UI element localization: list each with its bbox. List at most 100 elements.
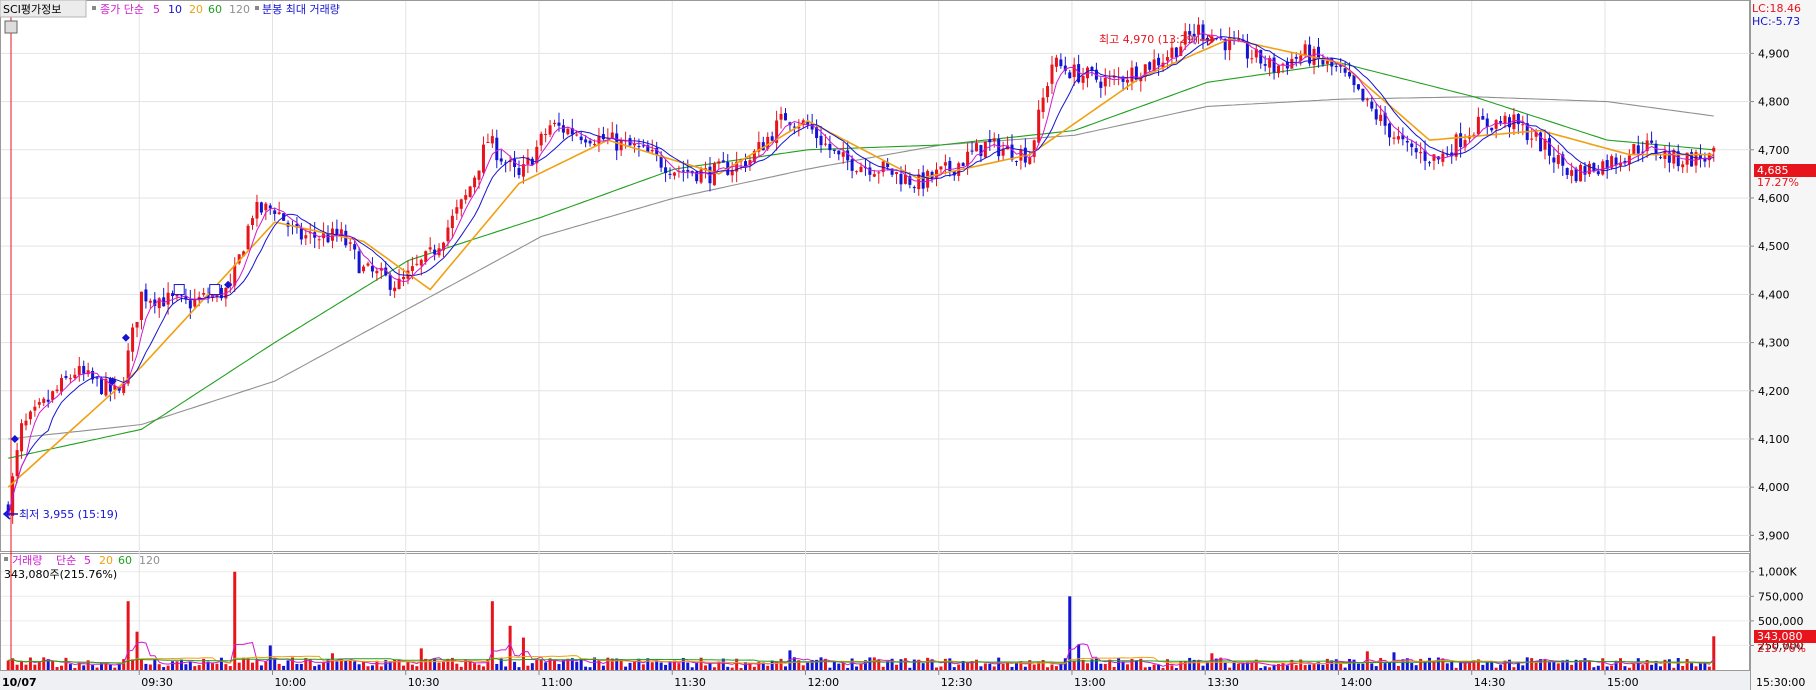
volume-bar xyxy=(317,664,321,670)
candle-body xyxy=(646,145,650,153)
volume-bar xyxy=(1485,661,1489,670)
legend-close-label[interactable]: 종가 단순 xyxy=(100,3,144,16)
candle-body xyxy=(970,150,974,152)
volume-bar xyxy=(1205,661,1209,670)
volume-bar xyxy=(1330,660,1334,670)
volume-bar xyxy=(1352,659,1356,670)
volume-bar xyxy=(339,658,343,670)
volume-ma-5[interactable]: 5 xyxy=(84,554,91,567)
volume-bar xyxy=(1188,657,1192,670)
volume-bar xyxy=(446,658,450,670)
legend-ma-60[interactable]: 60 xyxy=(208,3,222,16)
grid-tool-icon[interactable] xyxy=(4,20,18,34)
volume-badge-value: 343,080 xyxy=(1757,630,1803,643)
volume-bar xyxy=(1556,663,1560,670)
candle-body xyxy=(1281,63,1285,65)
candle-body xyxy=(1463,140,1467,148)
volume-ma-120[interactable]: 120 xyxy=(139,554,160,567)
stock-name[interactable]: SCI평가정보 xyxy=(3,3,61,16)
candle-body xyxy=(1165,57,1169,61)
candle-body xyxy=(162,297,166,307)
volume-bar xyxy=(1605,666,1609,670)
volume-legend-label[interactable]: 거래량 xyxy=(12,554,42,567)
candle-body xyxy=(748,160,752,166)
volume-bar xyxy=(490,601,494,670)
candle-body xyxy=(1401,134,1405,140)
candle-body xyxy=(939,166,943,170)
legend-bullet-icon xyxy=(92,6,96,10)
candle-body xyxy=(641,145,645,147)
volume-bar xyxy=(1272,664,1276,670)
candle-body xyxy=(504,162,508,164)
candle-body xyxy=(335,228,339,236)
candle-body xyxy=(202,292,206,295)
volume-bar xyxy=(1210,653,1214,670)
volume-ma20-polyline xyxy=(8,655,1714,665)
volume-bar xyxy=(650,662,654,670)
volume-bar xyxy=(353,661,357,670)
candle-body xyxy=(1614,157,1618,166)
candle-body xyxy=(259,202,263,213)
legend-max-volume[interactable]: 분봉 최대 거래량 xyxy=(262,3,340,16)
volume-bar xyxy=(655,660,659,670)
candle-body xyxy=(64,376,68,378)
candle-body xyxy=(1712,147,1716,152)
volume-bar xyxy=(286,660,290,670)
candle-body xyxy=(486,142,490,144)
volume-bar xyxy=(224,664,228,670)
high-label: 최고 4,970 (13:29) xyxy=(1099,33,1198,46)
legend-ma-120[interactable]: 120 xyxy=(229,3,250,16)
candle-body xyxy=(104,378,108,396)
volume-bar xyxy=(988,663,992,670)
time-axis[interactable]: 09:30 10:00 10:30 11:00 11:30 12:00 12:30 13:00… xyxy=(138,670,1639,689)
volume-bar xyxy=(1685,658,1689,670)
volume-bar xyxy=(1410,663,1414,670)
price-tick-label: 4,300 xyxy=(1758,337,1790,350)
candle-body xyxy=(233,265,237,286)
candle-body xyxy=(304,235,308,239)
candle-body xyxy=(1356,84,1360,90)
legend-ma-5[interactable]: 5 xyxy=(153,3,160,16)
candle-body xyxy=(410,266,414,271)
candle-body xyxy=(1143,64,1147,77)
low-annotation: 최저 3,955 (15:19) xyxy=(2,508,118,521)
volume-ma-20[interactable]: 20 xyxy=(99,554,113,567)
volume-bar xyxy=(1023,666,1027,670)
candle-body xyxy=(1703,157,1707,162)
time-tick-label: 13:30 xyxy=(1207,676,1239,689)
volume-ma-60[interactable]: 60 xyxy=(118,554,132,567)
volume-legend-type[interactable]: 단순 xyxy=(56,554,76,567)
stock-name-box[interactable] xyxy=(0,0,87,18)
candle-body xyxy=(899,173,903,185)
high-arrow-icon xyxy=(1200,34,1216,46)
candle-body xyxy=(108,378,112,392)
candle-body xyxy=(757,142,761,152)
candle-body xyxy=(681,170,685,172)
legend-ma-10[interactable]: 10 xyxy=(168,3,182,16)
volume-bar xyxy=(42,657,46,670)
volume-bar xyxy=(290,657,294,670)
candle-body xyxy=(166,292,170,305)
candle-body xyxy=(1348,71,1352,77)
candle-body xyxy=(1170,47,1174,58)
candle-body xyxy=(979,145,983,157)
volume-bar xyxy=(1414,665,1418,670)
ma120-polyline xyxy=(8,96,1714,440)
candle-body xyxy=(1574,168,1578,182)
volume-bar xyxy=(1054,666,1058,670)
candle-body xyxy=(517,168,521,176)
candle-body xyxy=(908,176,912,185)
price-axis[interactable]: 3,900 4,000 4,100 4,200 4,300 4,400 4,500 4,600… xyxy=(1750,47,1790,542)
volume-bar xyxy=(228,666,232,670)
volume-bar xyxy=(1610,665,1614,670)
volume-bar xyxy=(1014,662,1018,670)
candle-body xyxy=(1503,115,1507,124)
candle-body xyxy=(1583,166,1587,175)
candle-body xyxy=(144,289,148,302)
volume-bar xyxy=(135,631,139,670)
candle-body xyxy=(1259,49,1263,64)
legend-ma-20[interactable]: 20 xyxy=(189,3,203,16)
volume-bar xyxy=(850,658,854,670)
candle-body xyxy=(575,134,579,136)
volume-bar xyxy=(251,662,255,670)
